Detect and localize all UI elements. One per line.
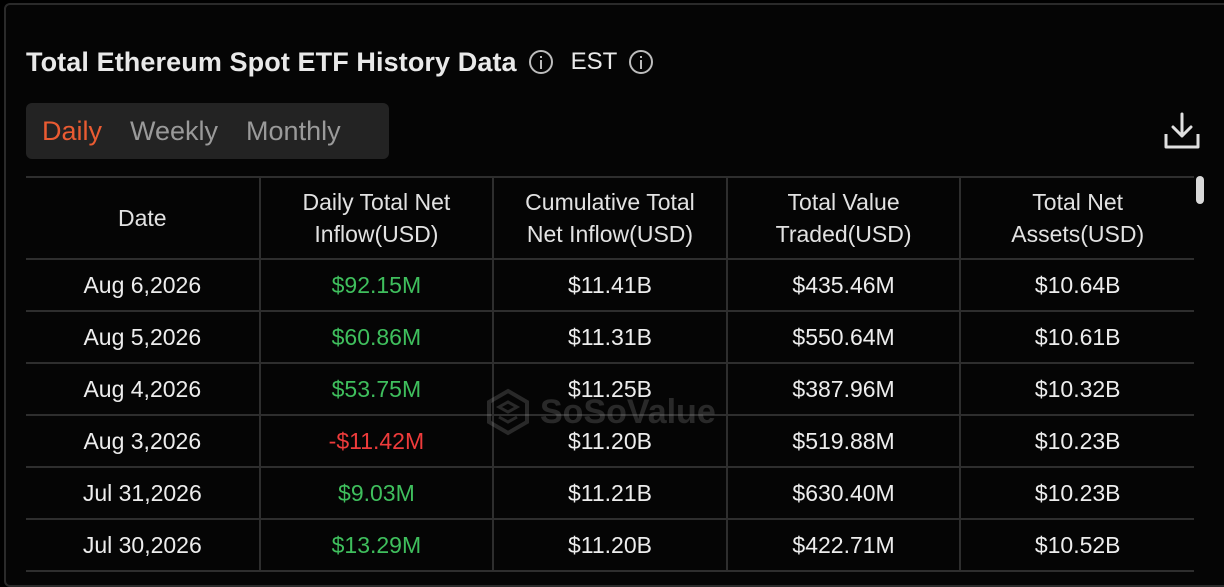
cell-daily-inflow: $60.86M xyxy=(259,311,495,364)
cell-daily-inflow: $13.29M xyxy=(259,519,495,572)
cell-net-assets: $10.32B xyxy=(960,363,1194,416)
scrollbar-thumb[interactable] xyxy=(1196,176,1204,204)
period-tabs: Daily Weekly Monthly xyxy=(26,103,389,159)
cell-date: Aug 3,2026 xyxy=(26,415,261,468)
cell-daily-inflow: $53.75M xyxy=(259,363,495,416)
cell-daily-inflow: -$11.42M xyxy=(259,415,495,468)
title-row: Total Ethereum Spot ETF History Data EST xyxy=(26,44,654,80)
cell-value-traded: $519.88M xyxy=(726,415,962,468)
column-header-date[interactable]: Date xyxy=(26,176,261,260)
table-row[interactable]: Jul 30,2026 $13.29M $11.20B $422.71M $10.52B xyxy=(26,519,1194,572)
cell-net-assets: $10.52B xyxy=(960,519,1194,572)
cell-value-traded: $630.40M xyxy=(726,467,962,520)
cell-date: Aug 6,2026 xyxy=(26,259,261,312)
watermark-logo-icon xyxy=(487,388,529,436)
page-title: Total Ethereum Spot ETF History Data xyxy=(26,46,517,77)
table-row[interactable]: Aug 4,2026 $53.75M $11.25B $387.96M $10.32B xyxy=(26,363,1194,416)
timezone-info-icon[interactable] xyxy=(629,50,654,74)
download-icon-glyph xyxy=(1164,112,1200,149)
table-header-row: Date Daily Total Net Inflow(USD) Cumulat… xyxy=(26,176,1194,260)
cell-date: Aug 4,2026 xyxy=(26,363,261,416)
cell-net-assets: $10.23B xyxy=(960,415,1194,468)
watermark-text: SoSoValue xyxy=(540,392,716,431)
cell-date: Jul 30,2026 xyxy=(26,519,261,572)
cell-cumulative-inflow: $11.20B xyxy=(493,415,728,468)
cell-date: Aug 5,2026 xyxy=(26,311,261,364)
cell-cumulative-inflow: $11.31B xyxy=(493,311,728,364)
column-header-net-assets[interactable]: Total Net Assets(USD) xyxy=(960,176,1194,260)
cell-daily-inflow: $92.15M xyxy=(259,259,495,312)
cell-daily-inflow: $9.03M xyxy=(259,467,495,520)
cell-cumulative-inflow: $11.21B xyxy=(493,467,728,520)
table-row[interactable]: Aug 3,2026 -$11.42M $11.20B $519.88M $10.23B xyxy=(26,415,1194,468)
sosovalue-watermark: SoSoValue xyxy=(484,388,716,436)
cell-value-traded: $387.96M xyxy=(726,363,962,416)
cell-net-assets: $10.64B xyxy=(960,259,1194,312)
cell-date: Jul 31,2026 xyxy=(26,467,261,520)
tab-monthly[interactable]: Monthly xyxy=(246,115,341,146)
download-icon[interactable] xyxy=(1164,112,1200,150)
etf-history-table: Date Daily Total Net Inflow(USD) Cumulat… xyxy=(26,176,1194,576)
column-header-daily-inflow[interactable]: Daily Total Net Inflow(USD) xyxy=(259,176,495,260)
column-header-cumulative-inflow[interactable]: Cumulative Total Net Inflow(USD) xyxy=(493,176,728,260)
cell-net-assets: $10.61B xyxy=(960,311,1194,364)
cell-value-traded: $550.64M xyxy=(726,311,962,364)
tab-daily[interactable]: Daily xyxy=(42,115,103,146)
column-header-value-traded[interactable]: Total Value Traded(USD) xyxy=(726,176,962,260)
cell-value-traded: $422.71M xyxy=(726,519,962,572)
info-icon[interactable] xyxy=(528,50,553,74)
cell-cumulative-inflow: $11.20B xyxy=(493,519,728,572)
timezone-label: EST xyxy=(570,48,618,75)
table-row[interactable]: Jul 31,2026 $9.03M $11.21B $630.40M $10.23B xyxy=(26,467,1194,520)
tab-weekly[interactable]: Weekly xyxy=(130,115,219,146)
cell-cumulative-inflow: $11.25B xyxy=(493,363,728,416)
cell-cumulative-inflow: $11.41B xyxy=(493,259,728,312)
cell-value-traded: $435.46M xyxy=(726,259,962,312)
cell-net-assets: $10.23B xyxy=(960,467,1194,520)
table-row[interactable]: Aug 5,2026 $60.86M $11.31B $550.64M $10.61B xyxy=(26,311,1194,364)
table-row[interactable]: Aug 6,2026 $92.15M $11.41B $435.46M $10.64B xyxy=(26,259,1194,312)
table-body: Aug 6,2026 $92.15M $11.41B $435.46M $10.64B A… xyxy=(26,259,1194,572)
